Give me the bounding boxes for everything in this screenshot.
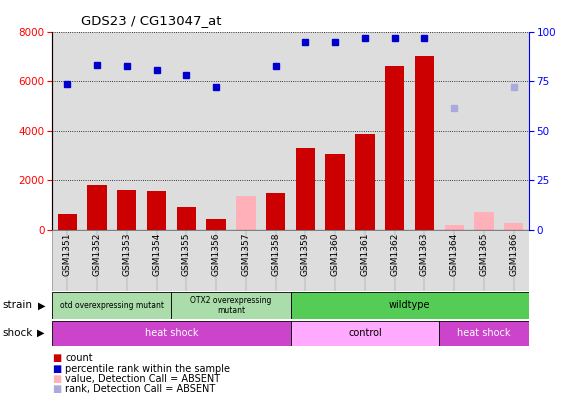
Bar	[236, 196, 256, 230]
Text: strain: strain	[3, 300, 33, 310]
Bar	[415, 56, 434, 230]
Bar	[474, 212, 494, 230]
Text: GSM1354: GSM1354	[152, 233, 161, 276]
Text: value, Detection Call = ABSENT: value, Detection Call = ABSENT	[65, 374, 220, 384]
Text: ■: ■	[52, 353, 62, 364]
Text: GSM1362: GSM1362	[390, 233, 399, 276]
Bar	[385, 66, 404, 230]
Text: GSM1356: GSM1356	[211, 233, 221, 276]
Text: heat shock: heat shock	[457, 328, 511, 338]
Text: heat shock: heat shock	[145, 328, 198, 338]
Text: count: count	[65, 353, 93, 364]
Text: otd overexpressing mutant: otd overexpressing mutant	[60, 301, 164, 310]
Text: GSM1366: GSM1366	[510, 233, 518, 276]
Bar	[87, 185, 107, 230]
Bar	[117, 190, 137, 230]
Bar	[58, 213, 77, 230]
Bar	[206, 219, 226, 230]
Text: GSM1353: GSM1353	[122, 233, 131, 276]
Bar	[177, 208, 196, 230]
Text: ■: ■	[52, 384, 62, 394]
Bar	[504, 223, 523, 230]
Text: GSM1355: GSM1355	[182, 233, 191, 276]
Text: GSM1360: GSM1360	[331, 233, 340, 276]
Text: GSM1361: GSM1361	[360, 233, 370, 276]
Bar	[355, 134, 375, 230]
Bar	[52, 292, 171, 319]
Bar	[325, 154, 345, 230]
Bar	[266, 192, 285, 230]
Bar	[52, 321, 290, 346]
Text: GDS23 / CG13047_at: GDS23 / CG13047_at	[81, 14, 222, 27]
Bar	[290, 292, 529, 319]
Bar	[290, 321, 439, 346]
Text: GSM1358: GSM1358	[271, 233, 280, 276]
Text: shock: shock	[3, 328, 33, 338]
Text: GSM1352: GSM1352	[92, 233, 102, 276]
Text: percentile rank within the sample: percentile rank within the sample	[65, 364, 230, 374]
Text: GSM1359: GSM1359	[301, 233, 310, 276]
Bar	[147, 191, 166, 230]
Text: OTX2 overexpressing
mutant: OTX2 overexpressing mutant	[190, 296, 272, 315]
Text: GSM1364: GSM1364	[450, 233, 459, 276]
Text: ■: ■	[52, 374, 62, 384]
Text: GSM1365: GSM1365	[479, 233, 489, 276]
Text: ■: ■	[52, 364, 62, 374]
Text: ▶: ▶	[38, 300, 45, 310]
Bar	[439, 321, 529, 346]
Text: GSM1351: GSM1351	[63, 233, 71, 276]
Bar	[444, 225, 464, 230]
Bar	[171, 292, 290, 319]
Text: GSM1357: GSM1357	[241, 233, 250, 276]
Text: rank, Detection Call = ABSENT: rank, Detection Call = ABSENT	[65, 384, 216, 394]
Bar	[296, 148, 315, 230]
Text: control: control	[348, 328, 382, 338]
Text: GSM1363: GSM1363	[420, 233, 429, 276]
Text: wildtype: wildtype	[389, 300, 431, 310]
Text: ▶: ▶	[37, 328, 44, 338]
